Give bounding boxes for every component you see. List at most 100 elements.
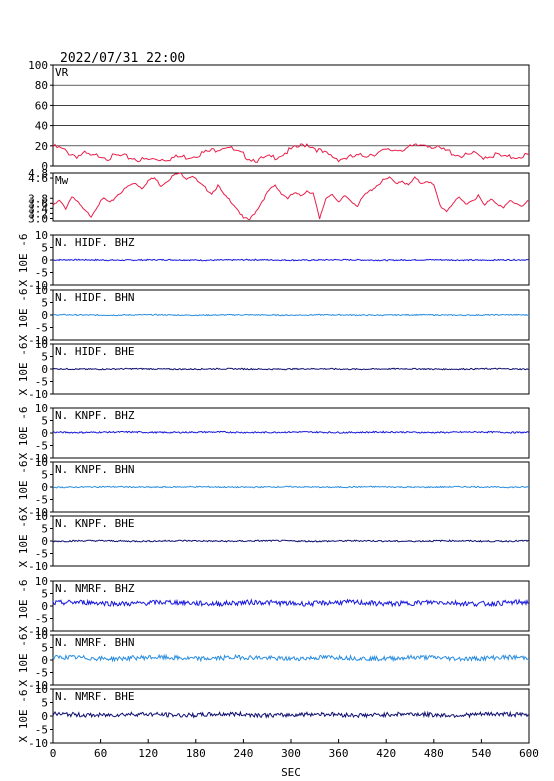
y-tick-label: 5 bbox=[41, 351, 48, 364]
y-tick-label: -5 bbox=[35, 376, 48, 389]
y-tick-label: -5 bbox=[35, 494, 48, 507]
waveform-trace-hidf-bhn bbox=[52, 313, 530, 317]
y-tick-label: -10 bbox=[28, 388, 48, 401]
y-tick-label: 100 bbox=[28, 59, 48, 72]
x-tick-label: 60 bbox=[94, 747, 107, 760]
y-tick-label: 80 bbox=[35, 79, 48, 92]
y-tick-label: 4.6 bbox=[28, 172, 48, 185]
x-tick-label: 0 bbox=[50, 747, 57, 760]
y-tick-label: 5 bbox=[41, 588, 48, 601]
waveform-trace-hidf-bhz bbox=[52, 258, 530, 262]
y-tick-label: 3.6 bbox=[28, 197, 48, 210]
waveform-label: N. HIDF. BHN bbox=[55, 291, 134, 304]
y-tick-label: 10 bbox=[35, 629, 48, 642]
waveform-trace-knpf-bhe bbox=[52, 539, 530, 543]
x-tick-label: 120 bbox=[138, 747, 158, 760]
y-tick-label: -10 bbox=[28, 737, 48, 750]
y-tick-label: 10 bbox=[35, 284, 48, 297]
waveform-trace-nmrf-bhe bbox=[52, 710, 530, 719]
y-tick-label: -5 bbox=[35, 724, 48, 737]
x-tick-label: 240 bbox=[233, 747, 253, 760]
y-tick-label: 10 bbox=[35, 456, 48, 469]
waveform-y-axis-label: X 10E -6 bbox=[17, 461, 30, 514]
y-tick-label: -10 bbox=[28, 506, 48, 519]
y-tick-label: 5 bbox=[41, 415, 48, 428]
y-tick-label: 3.0 bbox=[28, 212, 48, 225]
y-tick-label: 60 bbox=[35, 99, 48, 112]
y-tick-label: -5 bbox=[35, 440, 48, 453]
y-tick-label: 0 bbox=[41, 710, 48, 723]
y-tick-label: 5 bbox=[41, 642, 48, 655]
waveform-label: N. HIDF. BHZ bbox=[55, 236, 135, 249]
y-tick-label: 0 bbox=[41, 654, 48, 667]
y-tick-label: 0 bbox=[41, 535, 48, 548]
y-tick-label: 0 bbox=[41, 160, 48, 173]
waveform-label: N. KNPF. BHZ bbox=[55, 409, 135, 422]
waveform-trace-hidf-bhe bbox=[52, 367, 530, 371]
x-tick-label: 480 bbox=[424, 747, 444, 760]
y-tick-label: 0 bbox=[41, 427, 48, 440]
panel-frame bbox=[52, 172, 530, 222]
y-tick-label: 3.4 bbox=[28, 202, 48, 215]
y-tick-label: 3.2 bbox=[28, 207, 48, 220]
y-tick-label: 5 bbox=[41, 242, 48, 255]
panel-label: Mw bbox=[55, 174, 69, 187]
y-tick-label: 40 bbox=[35, 120, 48, 133]
panel-vr: 100 80 60 40 20 0 VR bbox=[28, 59, 530, 173]
waveform-y-axis-label: X 10E -6 bbox=[17, 580, 30, 633]
y-tick-label: 20 bbox=[35, 140, 48, 153]
waveform-label: N. NMRF. BHE bbox=[55, 690, 134, 703]
x-tick-label: 180 bbox=[186, 747, 206, 760]
y-tick-label: -10 bbox=[28, 560, 48, 573]
y-tick-label: 0 bbox=[41, 363, 48, 376]
y-tick-label: 5 bbox=[41, 469, 48, 482]
waveform-label: N. KNPF. BHE bbox=[55, 517, 134, 530]
x-tick-label: 600 bbox=[519, 747, 539, 760]
panel-label: VR bbox=[55, 66, 69, 79]
waveform-y-axis-label: X 10E -6 bbox=[17, 690, 30, 743]
waveform-trace-knpf-bhn bbox=[52, 485, 530, 489]
y-tick-label: -10 bbox=[28, 279, 48, 292]
y-tick-label: -5 bbox=[35, 667, 48, 680]
y-tick-label: 4.8 bbox=[28, 167, 48, 180]
x-tick-label: 540 bbox=[471, 747, 491, 760]
waveform-trace-nmrf-bhz bbox=[52, 598, 530, 608]
y-tick-label: -5 bbox=[35, 548, 48, 561]
x-tick-label: 360 bbox=[329, 747, 349, 760]
waveform-y-axis-label: X 10E -6 bbox=[17, 407, 30, 460]
y-tick-label: 10 bbox=[35, 510, 48, 523]
x-axis: 0 60 120 180 240 300 360 420 480 540 600 bbox=[50, 739, 539, 760]
chart-title: 2022/07/31 22:00 bbox=[60, 51, 185, 66]
y-tick-label: -10 bbox=[28, 334, 48, 347]
y-tick-label: 0 bbox=[41, 600, 48, 613]
series-line-mw bbox=[52, 172, 529, 221]
series-line-vr bbox=[52, 143, 530, 163]
y-tick-label: 10 bbox=[35, 575, 48, 588]
x-tick-label: 300 bbox=[281, 747, 301, 760]
y-tick-label: 0 bbox=[41, 481, 48, 494]
waveform-label: N. NMRF. BHN bbox=[55, 636, 134, 649]
y-tick-label: -5 bbox=[35, 613, 48, 626]
waveform-label: N. KNPF. BHN bbox=[55, 463, 134, 476]
x-axis-label: SEC bbox=[281, 766, 301, 779]
waveform-label: N. HIDF. BHE bbox=[55, 345, 134, 358]
y-tick-label: -5 bbox=[35, 267, 48, 280]
panels-group: 100806040200VR4.84.63.83.63.43.23.0Mw105… bbox=[17, 59, 530, 750]
y-tick-label: 3.8 bbox=[28, 192, 48, 205]
y-tick-label: -10 bbox=[28, 452, 48, 465]
y-tick-label: -5 bbox=[35, 322, 48, 335]
waveform-y-axis-label: X 10E -6 bbox=[17, 343, 30, 396]
waveform-trace-knpf-bhz bbox=[52, 430, 530, 435]
y-tick-label: 0 bbox=[41, 254, 48, 267]
y-tick-label: 10 bbox=[35, 229, 48, 242]
waveform-label: N. NMRF. BHZ bbox=[55, 582, 135, 595]
